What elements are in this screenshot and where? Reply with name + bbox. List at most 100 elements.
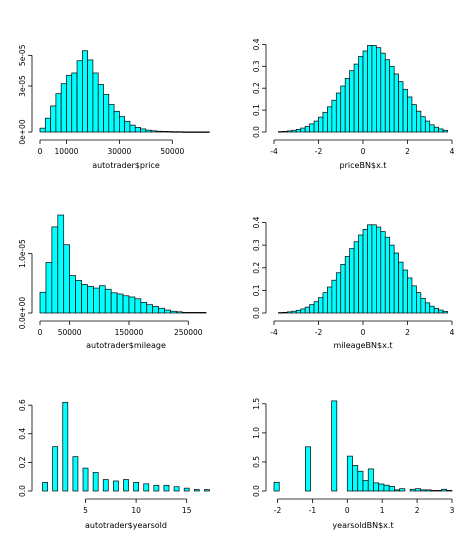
y-tick-label: 0.0 [252, 485, 261, 497]
histogram-bar [52, 446, 59, 492]
histogram-bar [102, 479, 109, 492]
y-tick-label: 0.5 [252, 456, 261, 468]
histogram-bar [441, 488, 448, 492]
histogram-bar [145, 129, 152, 133]
histogram-bar [71, 72, 78, 133]
histogram-bar [182, 131, 189, 133]
x-axis-label: priceBN$x.t [340, 161, 387, 170]
histogram-bar [430, 490, 437, 492]
histogram-bar [362, 50, 368, 133]
histogram-bar [438, 128, 444, 133]
histogram-bar [193, 131, 200, 133]
histogram-bar [291, 310, 297, 314]
histogram-bar [103, 94, 110, 133]
histogram-bar [146, 304, 154, 314]
histogram-bar [425, 489, 432, 492]
x-tick-label: 0 [345, 506, 350, 515]
histogram-bar [181, 312, 189, 314]
histogram-bar [353, 241, 359, 314]
bars [273, 400, 453, 492]
histogram-bar [442, 311, 448, 314]
x-tick-label: -4 [270, 147, 278, 156]
histogram-bar [51, 226, 59, 314]
histogram-bar [340, 264, 346, 314]
bars [42, 401, 210, 492]
histogram-bar [380, 52, 386, 133]
histogram-bar [98, 285, 106, 314]
histogram-bar [66, 74, 73, 133]
histogram-bar [204, 489, 210, 492]
histogram-bar [183, 487, 190, 492]
histogram-bar [424, 120, 431, 133]
histogram-bar [108, 104, 115, 133]
histogram-bar [112, 480, 119, 492]
histogram-bar [357, 470, 364, 492]
histogram-bar [60, 83, 67, 133]
histogram-bar [383, 484, 390, 492]
histogram-bar [199, 312, 207, 314]
histogram-bar [429, 124, 435, 133]
y-axis: 0e+00 3e-05 5e-05 [18, 44, 33, 145]
histogram-bar [152, 306, 159, 314]
y-tick-label: 0.0 [252, 307, 261, 319]
x-axis: -4 -2 0 2 4 [270, 139, 455, 156]
histogram-bar [158, 307, 165, 314]
histogram-bar [87, 59, 94, 133]
histogram-bar [309, 123, 315, 133]
histogram-bar [171, 131, 178, 133]
histogram-bar [420, 489, 427, 492]
x-tick-label: 10 [131, 506, 141, 515]
histogram-bar [123, 479, 129, 492]
histogram-bar [384, 59, 391, 133]
histogram-bar [282, 311, 288, 314]
histogram-bar [327, 106, 333, 133]
histogram-bar [411, 285, 417, 314]
y-tick-label: 0.2 [18, 456, 27, 468]
y-tick-label: 0.3 [252, 239, 261, 251]
histogram-bar [140, 128, 147, 133]
x-tick-label: 250000 [174, 328, 203, 337]
histogram-bar [335, 92, 342, 133]
histogram-bar [371, 45, 377, 133]
histogram-bar [416, 292, 422, 314]
histogram-bar [45, 262, 53, 314]
histogram-bar [362, 480, 369, 492]
histogram-bar [119, 116, 126, 133]
histogram-bar [318, 297, 324, 314]
histogram-bar [133, 482, 139, 492]
y-axis: 0.0 0.2 0.4 0.6 [18, 399, 33, 497]
x-tick-label: 0 [38, 147, 43, 156]
x-tick-label: 50000 [58, 328, 82, 337]
x-tick-label: -2 [274, 506, 282, 515]
histogram-bar [378, 483, 385, 492]
x-tick-label: 10000 [55, 147, 79, 156]
histogram-bar [340, 85, 346, 133]
histogram-bar [203, 131, 210, 133]
histogram-bar [150, 130, 157, 133]
x-tick-label: 2 [405, 328, 410, 337]
histogram-bar [349, 248, 355, 314]
x-axis: 0 50000 150000 250000 [38, 320, 203, 337]
bars [278, 224, 448, 314]
histogram-bar [394, 489, 401, 492]
histogram-bar [177, 131, 184, 133]
histogram-bar [193, 312, 201, 314]
histogram-bar [331, 99, 337, 133]
x-tick-label: 0 [38, 328, 43, 337]
histogram-bar [371, 224, 377, 314]
x-tick-label: 0 [361, 147, 366, 156]
x-axis-label: autotrader$price [92, 161, 160, 170]
x-axis: 0 10000 30000 50000 [38, 139, 184, 156]
histogram-bar [362, 228, 368, 314]
y-tick-label: 1.0e-05 [18, 239, 27, 268]
y-tick-label: 0.6 [18, 399, 27, 411]
x-tick-label: 4 [450, 147, 455, 156]
histogram-bar [156, 130, 163, 133]
price-histogram: 0 10000 30000 50000 0e+00 3e-05 5e-05 autotrade… [18, 44, 210, 170]
y-tick-label: 0.2 [252, 262, 261, 274]
histogram-bar [376, 47, 382, 133]
x-tick-label: 50000 [160, 147, 184, 156]
y-axis: 0.0e+00 1.0e-05 [18, 239, 33, 329]
histogram-bar [415, 488, 421, 492]
histogram-bar [411, 104, 417, 133]
